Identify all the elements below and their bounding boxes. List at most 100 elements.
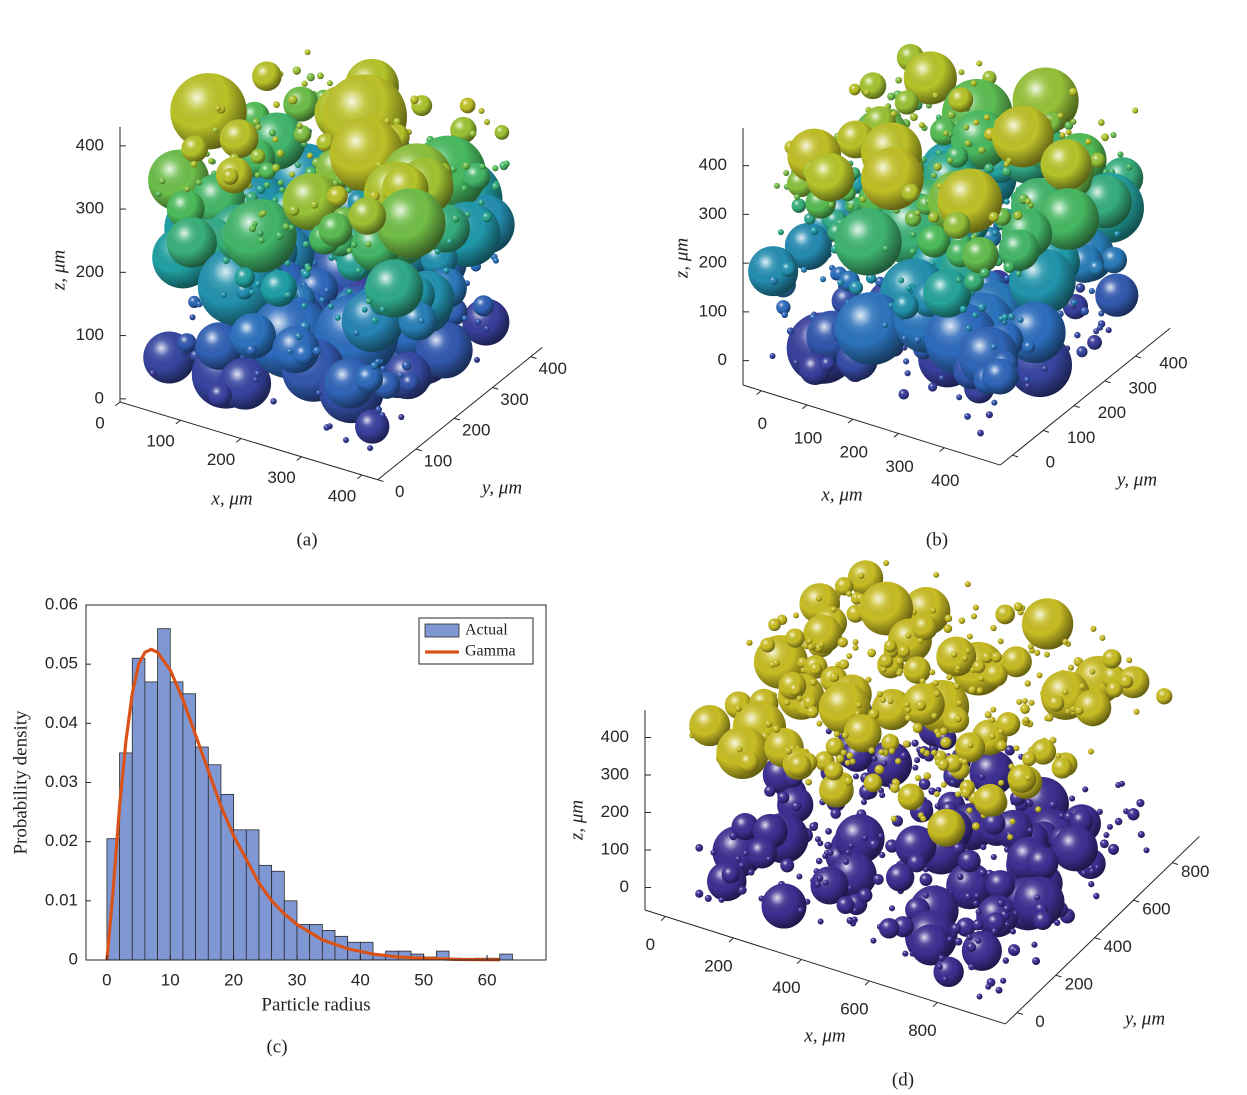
sphere-shading [980, 844, 986, 850]
sphere-shading [1069, 796, 1075, 802]
sphere-shading [986, 411, 993, 418]
sphere-shading [991, 928, 998, 935]
y-tick-label: 100 [1067, 428, 1095, 447]
sphere-shading [159, 178, 165, 184]
x-tick [802, 405, 807, 409]
sphere-shading [940, 737, 951, 748]
z-tick-label: 400 [699, 155, 727, 174]
x-tick [933, 1002, 937, 1006]
sphere-shading [996, 987, 1003, 994]
sphere-shading [882, 322, 888, 328]
sphere-shading [919, 122, 925, 128]
x-tick-label: 400 [328, 486, 356, 505]
sphere-shading [770, 353, 776, 359]
sphere-shading [883, 246, 889, 252]
x-tick [357, 475, 362, 479]
sphere-shading [1003, 905, 1011, 913]
x-tick-label: 800 [908, 1021, 936, 1040]
sphere-shading [1016, 699, 1022, 705]
sphere-shading [215, 105, 221, 111]
sphere-shading [1000, 978, 1006, 984]
sphere-shading [942, 976, 948, 982]
sphere-shading [831, 606, 837, 612]
sphere-shading [503, 161, 509, 167]
sphere-shading [478, 108, 484, 114]
sphere-shading [789, 683, 802, 696]
sphere-shading [184, 186, 190, 192]
sphere-shading [254, 370, 261, 377]
sphere-shading [1059, 813, 1065, 819]
sphere-shading [250, 149, 265, 164]
sphere-shading [946, 145, 968, 167]
sphere-shading [962, 655, 968, 661]
sphere-shading [1085, 139, 1091, 145]
sphere-shading [1114, 231, 1120, 237]
sphere-shading [934, 690, 941, 697]
sphere-shading [223, 257, 230, 264]
y-tick-label: 0.06 [45, 594, 78, 613]
z-axis-label: z, μm [671, 238, 692, 279]
sphere-shading [963, 124, 969, 130]
x-tick-label: 600 [840, 999, 868, 1018]
sphere-shading [294, 125, 312, 143]
sphere-shading [873, 874, 884, 885]
sphere-shading [276, 150, 284, 158]
sphere-shading [296, 122, 302, 128]
sphere-shading [1003, 957, 1009, 963]
sphere-shading [276, 232, 284, 240]
sphere-shading [212, 127, 218, 133]
sphere-shading [948, 111, 956, 119]
z-tick-label: 300 [601, 764, 629, 783]
sphere-shading [1089, 669, 1095, 675]
x-tick-label: 400 [931, 471, 959, 490]
sphere-shading [781, 312, 788, 319]
sphere-shading [1023, 341, 1035, 353]
sphere-shading [998, 728, 1004, 734]
sphere-shading [452, 215, 460, 223]
sphere-shading [307, 73, 315, 81]
sphere-shading [956, 277, 962, 283]
sphere-shading [807, 706, 819, 718]
sphere-shading [845, 849, 851, 855]
sphere-shading [495, 125, 510, 140]
sphere-shading [1066, 129, 1072, 135]
sphere-shading [258, 237, 264, 243]
sphere-shading [839, 659, 849, 669]
sphere-shading [934, 791, 940, 797]
sphere-shading [778, 229, 784, 235]
sphere-shading [343, 437, 349, 443]
y-tick-label: 0.01 [45, 890, 78, 909]
sphere-shading [879, 749, 885, 755]
sphere-shading [883, 560, 889, 566]
sphere-shading [989, 212, 999, 222]
sphere-shading [914, 336, 921, 343]
sphere-shading [365, 241, 371, 247]
sphere-shading [910, 232, 916, 238]
sphere-shading [844, 777, 853, 786]
sphere-shading [255, 124, 261, 130]
sphere-shading [249, 289, 255, 295]
sphere-shading [972, 919, 983, 930]
y-tick-label: 400 [1103, 937, 1131, 956]
z-tick-label: 100 [76, 325, 104, 344]
sphere-shading [462, 162, 470, 170]
sphere-shading [886, 863, 914, 891]
sphere-shading [985, 711, 992, 718]
x-tick-label: 400 [772, 978, 800, 997]
sphere-shading [959, 617, 966, 624]
sphere-shading [848, 204, 854, 210]
sphere-shading [761, 883, 806, 928]
sphere-shading [257, 230, 263, 236]
sphere-shading [249, 225, 256, 232]
sphere-shading [769, 276, 778, 285]
y-tick [378, 480, 384, 482]
sphere-shading [460, 98, 476, 114]
sphere-shading [972, 822, 980, 830]
sphere-shading [859, 72, 886, 99]
sphere-shading [317, 72, 324, 79]
sphere-shading [234, 267, 255, 288]
sphere-shading [806, 153, 854, 201]
bar [272, 871, 285, 960]
sphere-shading [492, 165, 498, 171]
sphere-shading [443, 268, 449, 274]
